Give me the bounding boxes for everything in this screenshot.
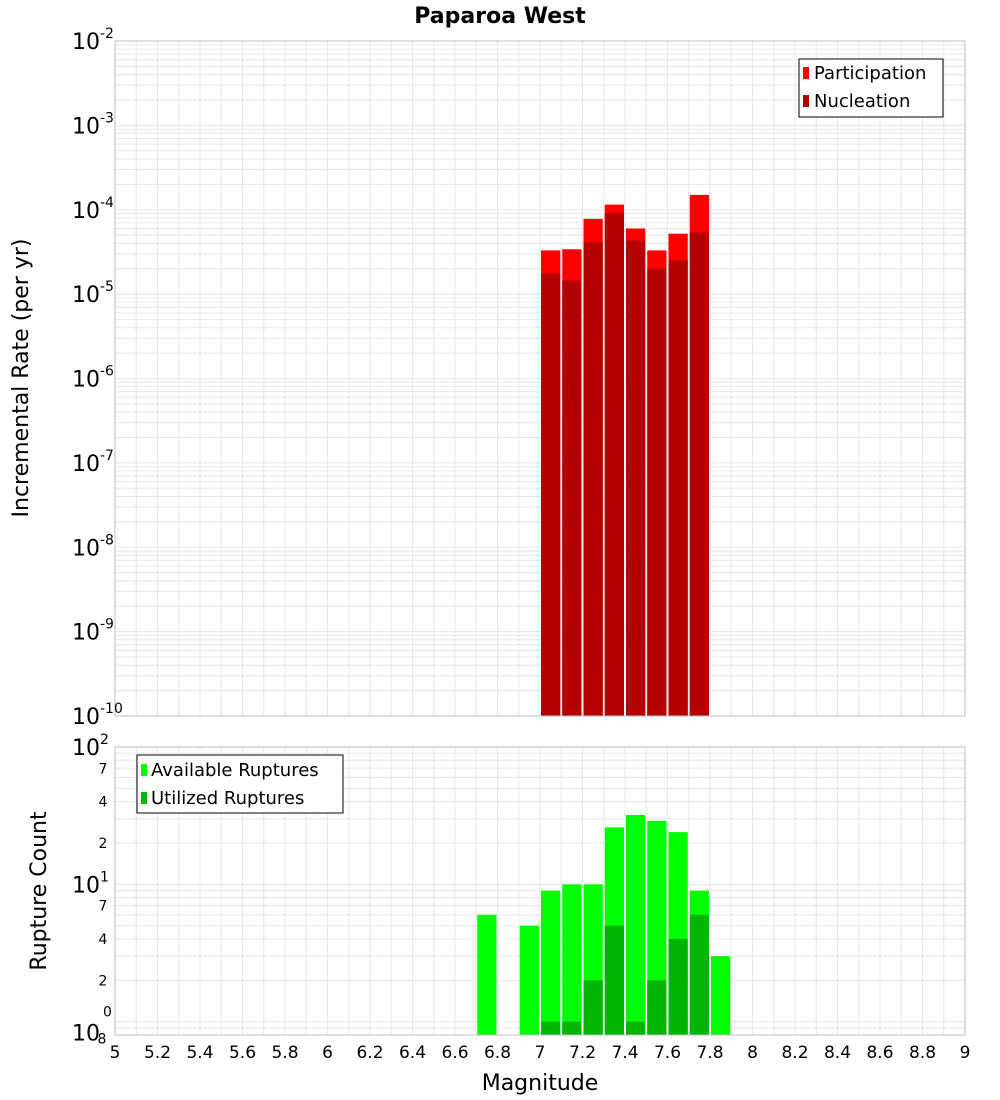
rate-y-tick-labels: 10-2 10-3 10-4 10-5 10-6 10-7 10-8 10-9 10-10 bbox=[72, 26, 123, 730]
count-y-minor-label: 2 bbox=[99, 836, 108, 852]
x-tick-label: 7.4 bbox=[611, 1043, 638, 1063]
legend-swatch-participation bbox=[803, 67, 809, 79]
count-bar-utilized-ruptures bbox=[562, 1021, 582, 1035]
x-tick-label: 8.4 bbox=[824, 1043, 851, 1063]
x-tick-label: 5 bbox=[110, 1043, 121, 1063]
rate-y-tick-label: 10-7 bbox=[72, 448, 114, 477]
x-tick-label: 8.6 bbox=[866, 1043, 893, 1063]
rate-y-axis-title: Incremental Rate (per yr) bbox=[9, 239, 34, 518]
count-y-minor-label: 8 bbox=[98, 1032, 107, 1048]
count-bar-utilized-ruptures bbox=[583, 980, 603, 1035]
count-y-minor-label: 7 bbox=[99, 899, 108, 915]
count-legend-box bbox=[136, 754, 344, 814]
rate-y-tick-label: 10-8 bbox=[72, 532, 114, 561]
count-y-tick-label: 102 bbox=[72, 732, 109, 761]
count-y-tick-label: 101 bbox=[72, 869, 109, 898]
count-y-minor-label: 4 bbox=[99, 932, 108, 948]
count-y-axis-title: Rupture Count bbox=[27, 811, 52, 971]
rate-bar-nucleation bbox=[583, 242, 603, 716]
rate-bar-nucleation bbox=[647, 268, 667, 716]
x-tick-label: 5.6 bbox=[229, 1043, 256, 1063]
rate-plot-frame bbox=[114, 40, 966, 717]
x-tick-label: 7.8 bbox=[696, 1043, 723, 1063]
rate-bar-nucleation bbox=[689, 232, 709, 716]
rate-y-tick-label: 10-2 bbox=[72, 26, 114, 55]
count-bar-available-ruptures bbox=[541, 890, 561, 1035]
x-tick-label: 8.2 bbox=[781, 1043, 808, 1063]
rate-gridlines bbox=[114, 41, 966, 717]
x-tick-label: 6.2 bbox=[356, 1043, 383, 1063]
x-tick-label: 6.6 bbox=[441, 1043, 468, 1063]
rate-y-tick-label: 10-6 bbox=[72, 364, 114, 393]
count-bar-utilized-ruptures bbox=[541, 1021, 561, 1035]
rate-bar-nucleation bbox=[626, 240, 646, 717]
x-tick-label: 5.4 bbox=[186, 1043, 213, 1063]
x-tick-label: 6.8 bbox=[484, 1043, 511, 1063]
x-tick-label: 6 bbox=[322, 1043, 333, 1063]
count-plot-frame bbox=[114, 746, 966, 1036]
magnitude-x-axis-title: Magnitude bbox=[482, 1071, 599, 1096]
rate-legend: Participation Nucleation bbox=[798, 58, 944, 118]
x-tick-label: 5.2 bbox=[144, 1043, 171, 1063]
count-legend: Available Ruptures Utilized Ruptures bbox=[136, 754, 344, 814]
count-bar-available-ruptures bbox=[626, 814, 646, 1035]
rate-y-tick-label: 10-4 bbox=[72, 195, 114, 224]
rate-bars bbox=[541, 194, 709, 717]
count-bar-available-ruptures bbox=[477, 914, 497, 1035]
rate-y-tick-label: 10-5 bbox=[72, 279, 114, 308]
count-y-minor-label: 4 bbox=[99, 795, 108, 811]
count-y-minor-label: 7 bbox=[99, 761, 108, 777]
x-tick-label: 9 bbox=[960, 1043, 971, 1063]
legend-swatch-nucleation bbox=[803, 95, 809, 107]
legend-label-available: Available Ruptures bbox=[151, 760, 319, 781]
count-bar-utilized-ruptures bbox=[626, 1021, 646, 1035]
x-tick-label: 7 bbox=[535, 1043, 546, 1063]
rate-bar-nucleation bbox=[562, 280, 582, 716]
count-bar-utilized-ruptures bbox=[689, 914, 709, 1035]
x-tick-label: 5.8 bbox=[271, 1043, 298, 1063]
x-tick-label: 8.8 bbox=[909, 1043, 936, 1063]
legend-swatch-utilized bbox=[141, 792, 147, 804]
count-y-tick-label-one: 100 bbox=[72, 1005, 112, 1047]
rate-y-tick-label: 10-3 bbox=[72, 110, 114, 139]
count-y-minor-label: 2 bbox=[99, 973, 108, 989]
count-bar-available-ruptures bbox=[711, 956, 731, 1035]
x-tick-label: 7.2 bbox=[569, 1043, 596, 1063]
rate-bar-nucleation bbox=[604, 212, 624, 716]
magnitude-x-tick-labels: 5 5.2 5.4 5.6 5.8 6 6.2 6.4 6.6 6.8 7 7.2 7.4 7.6 7.8 8… bbox=[110, 1043, 971, 1063]
legend-swatch-available bbox=[141, 764, 147, 776]
legend-label-utilized: Utilized Ruptures bbox=[151, 788, 304, 809]
count-bar-available-ruptures bbox=[562, 884, 582, 1035]
rate-legend-box bbox=[798, 58, 944, 118]
chart-title: Paparoa West bbox=[414, 4, 586, 29]
count-bar-utilized-ruptures bbox=[647, 980, 667, 1035]
count-bar-utilized-ruptures bbox=[668, 939, 688, 1035]
rate-bar-nucleation bbox=[668, 260, 688, 716]
legend-label-nucleation: Nucleation bbox=[814, 91, 910, 112]
rate-y-tick-label: 10-10 bbox=[72, 701, 123, 730]
rate-y-tick-label: 10-9 bbox=[72, 617, 114, 646]
x-tick-label: 6.4 bbox=[399, 1043, 426, 1063]
rate-bar-nucleation bbox=[541, 273, 561, 716]
rate-panel: 10-2 10-3 10-4 10-5 10-6 10-7 10-8 10-9 10-10 In… bbox=[9, 26, 966, 730]
count-bar-utilized-ruptures bbox=[604, 925, 624, 1035]
count-bar-available-ruptures bbox=[519, 925, 539, 1035]
count-bars bbox=[477, 814, 731, 1035]
x-tick-label: 7.6 bbox=[654, 1043, 681, 1063]
x-tick-label: 8 bbox=[747, 1043, 758, 1063]
legend-label-participation: Participation bbox=[814, 63, 926, 84]
